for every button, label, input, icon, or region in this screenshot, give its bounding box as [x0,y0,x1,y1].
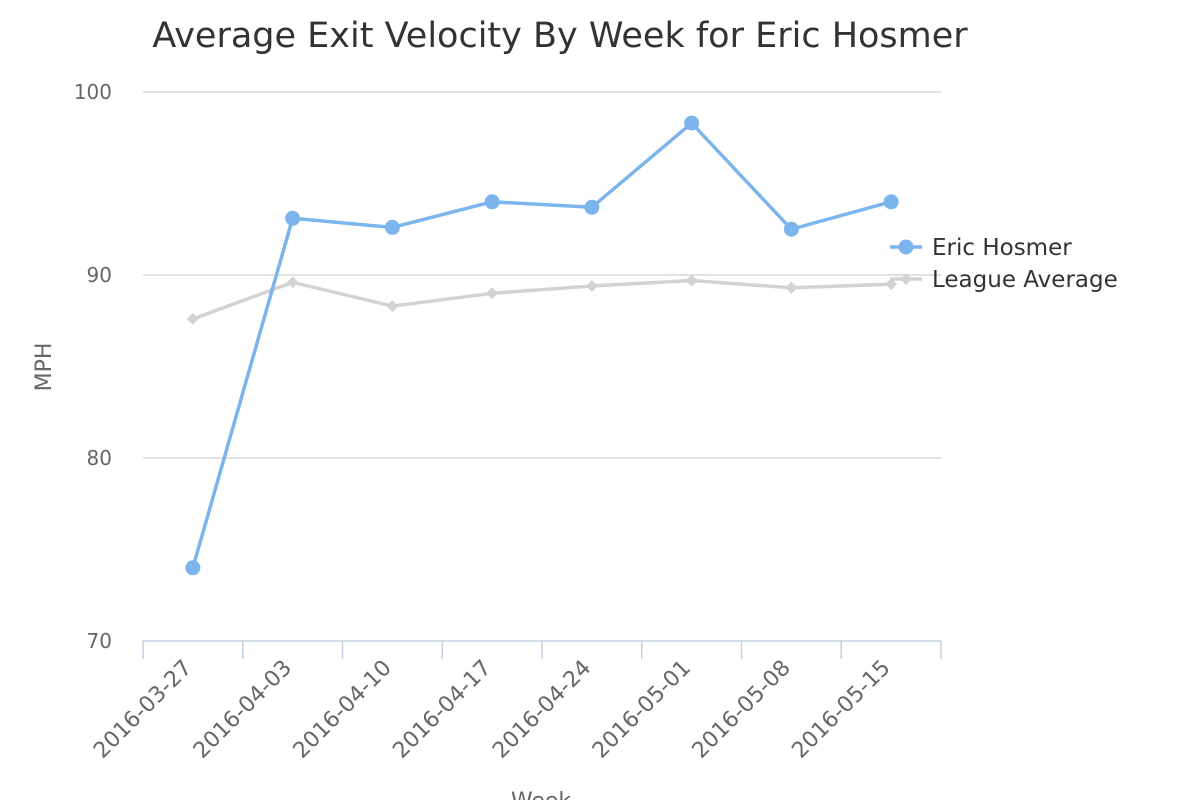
legend[interactable]: Eric Hosmer League Average [890,235,1118,293]
series-league-average [186,274,898,325]
legend-marker [900,273,912,285]
x-tick-label: 2016-05-15 [787,656,895,764]
y-tick-label: 90 [87,263,112,287]
x-axis-title: Week [511,789,572,800]
data-point [384,219,400,235]
legend-label: Eric Hosmer [932,235,1072,261]
data-point [883,194,899,210]
data-point [286,276,299,289]
y-axis: 70 80 90 100 [74,80,112,653]
series-line [192,278,892,321]
x-tick-label: 2016-05-08 [688,656,796,764]
x-tick-label: 2016-04-10 [289,656,397,764]
data-point [285,210,301,226]
data-point [185,560,201,576]
y-axis-title: MPH [32,343,57,392]
legend-item-league-average[interactable]: League Average [890,267,1118,293]
series-line [191,121,892,569]
series-eric-hosmer [185,115,899,576]
data-point [783,221,799,237]
x-tick-label: 2016-03-27 [89,656,197,764]
x-tick-label: 2016-04-03 [189,656,297,764]
x-tick-label: 2016-05-01 [588,656,696,764]
data-point [386,300,399,313]
data-point [885,278,898,291]
data-point [186,312,199,325]
data-point [486,287,499,300]
legend-marker [898,239,914,255]
grid [143,91,941,459]
data-point [584,199,600,215]
legend-item-eric-hosmer[interactable]: Eric Hosmer [890,235,1072,261]
y-tick-label: 80 [87,446,112,470]
series-layer [185,115,899,576]
x-tick-label: 2016-04-17 [388,656,496,764]
chart-title: Average Exit Velocity By Week for Eric H… [152,16,968,56]
x-tick-label: 2016-04-24 [488,656,596,764]
data-point [785,281,798,294]
legend-label: League Average [932,267,1118,293]
y-tick-label: 70 [87,629,112,653]
data-point [685,274,698,287]
data-point [585,279,598,292]
x-axis: 2016-03-272016-04-032016-04-102016-04-17… [89,640,942,764]
y-tick-label: 100 [74,80,112,104]
data-point [484,194,500,210]
data-point [684,115,700,131]
